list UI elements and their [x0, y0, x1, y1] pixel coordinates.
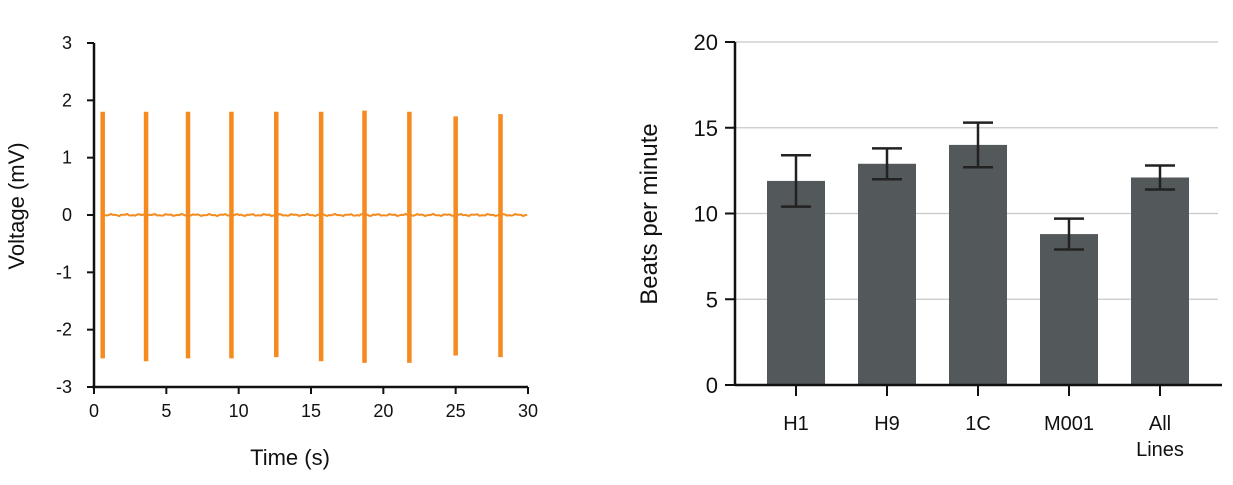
beats-per-minute-chart: 0 5 10 15 20 H1 H9 1C M001 All Lines Beats per mi… — [636, 30, 1222, 461]
x-axis-title: Time (s) — [250, 445, 330, 470]
y-tick-label: 0 — [706, 373, 718, 398]
bar-1 — [767, 180, 825, 385]
y-tick-label: 2 — [62, 90, 72, 110]
category-label: H9 — [874, 413, 900, 435]
x-tick-label: 15 — [301, 401, 321, 421]
y-axis-title: Beats per minute — [636, 123, 663, 304]
y-tick-label: -3 — [56, 377, 72, 397]
y-tick-label: 0 — [62, 205, 72, 225]
bar-3 — [949, 144, 1007, 385]
y-axis-ticks: 0 5 10 15 20 — [694, 30, 735, 398]
y-tick-label: 10 — [694, 202, 718, 227]
category-label: All — [1149, 413, 1171, 435]
y-tick-label: 15 — [694, 116, 718, 141]
y-tick-label: -2 — [56, 320, 72, 340]
y-tick-label: -1 — [56, 262, 72, 282]
y-tick-label: 5 — [706, 287, 718, 312]
bar-2 — [858, 163, 916, 385]
x-tick-label: 25 — [446, 401, 466, 421]
x-tick-label: 5 — [161, 401, 171, 421]
y-axis-title: Voltage (mV) — [4, 142, 29, 269]
error-bar-group — [781, 121, 1175, 251]
x-tick-label: 20 — [373, 401, 393, 421]
x-axis-ticks: 0 5 10 15 20 25 30 — [89, 387, 538, 421]
bar-5 — [1131, 177, 1189, 385]
voltage-trace-chart: -3 -2 -1 0 1 2 3 0 5 10 15 20 25 30 Time (s) Voltage… — [4, 33, 538, 470]
x-tick-label: 0 — [89, 401, 99, 421]
category-label: M001 — [1044, 413, 1094, 435]
bar-group — [767, 144, 1189, 385]
baseline-trace — [100, 212, 528, 218]
category-label-line2: Lines — [1136, 439, 1184, 461]
trace-group — [100, 110, 528, 363]
category-label: H1 — [783, 413, 809, 435]
x-tick-label: 10 — [229, 401, 249, 421]
x-tick-label: 30 — [518, 401, 538, 421]
y-axis-ticks: -3 -2 -1 0 1 2 3 — [56, 33, 94, 397]
y-tick-label: 3 — [62, 33, 72, 53]
bar-4 — [1040, 234, 1098, 385]
y-tick-label: 20 — [694, 30, 718, 55]
category-label: 1C — [965, 413, 991, 435]
x-axis-ticks: H1 H9 1C M001 All Lines — [783, 385, 1184, 461]
y-tick-label: 1 — [62, 148, 72, 168]
